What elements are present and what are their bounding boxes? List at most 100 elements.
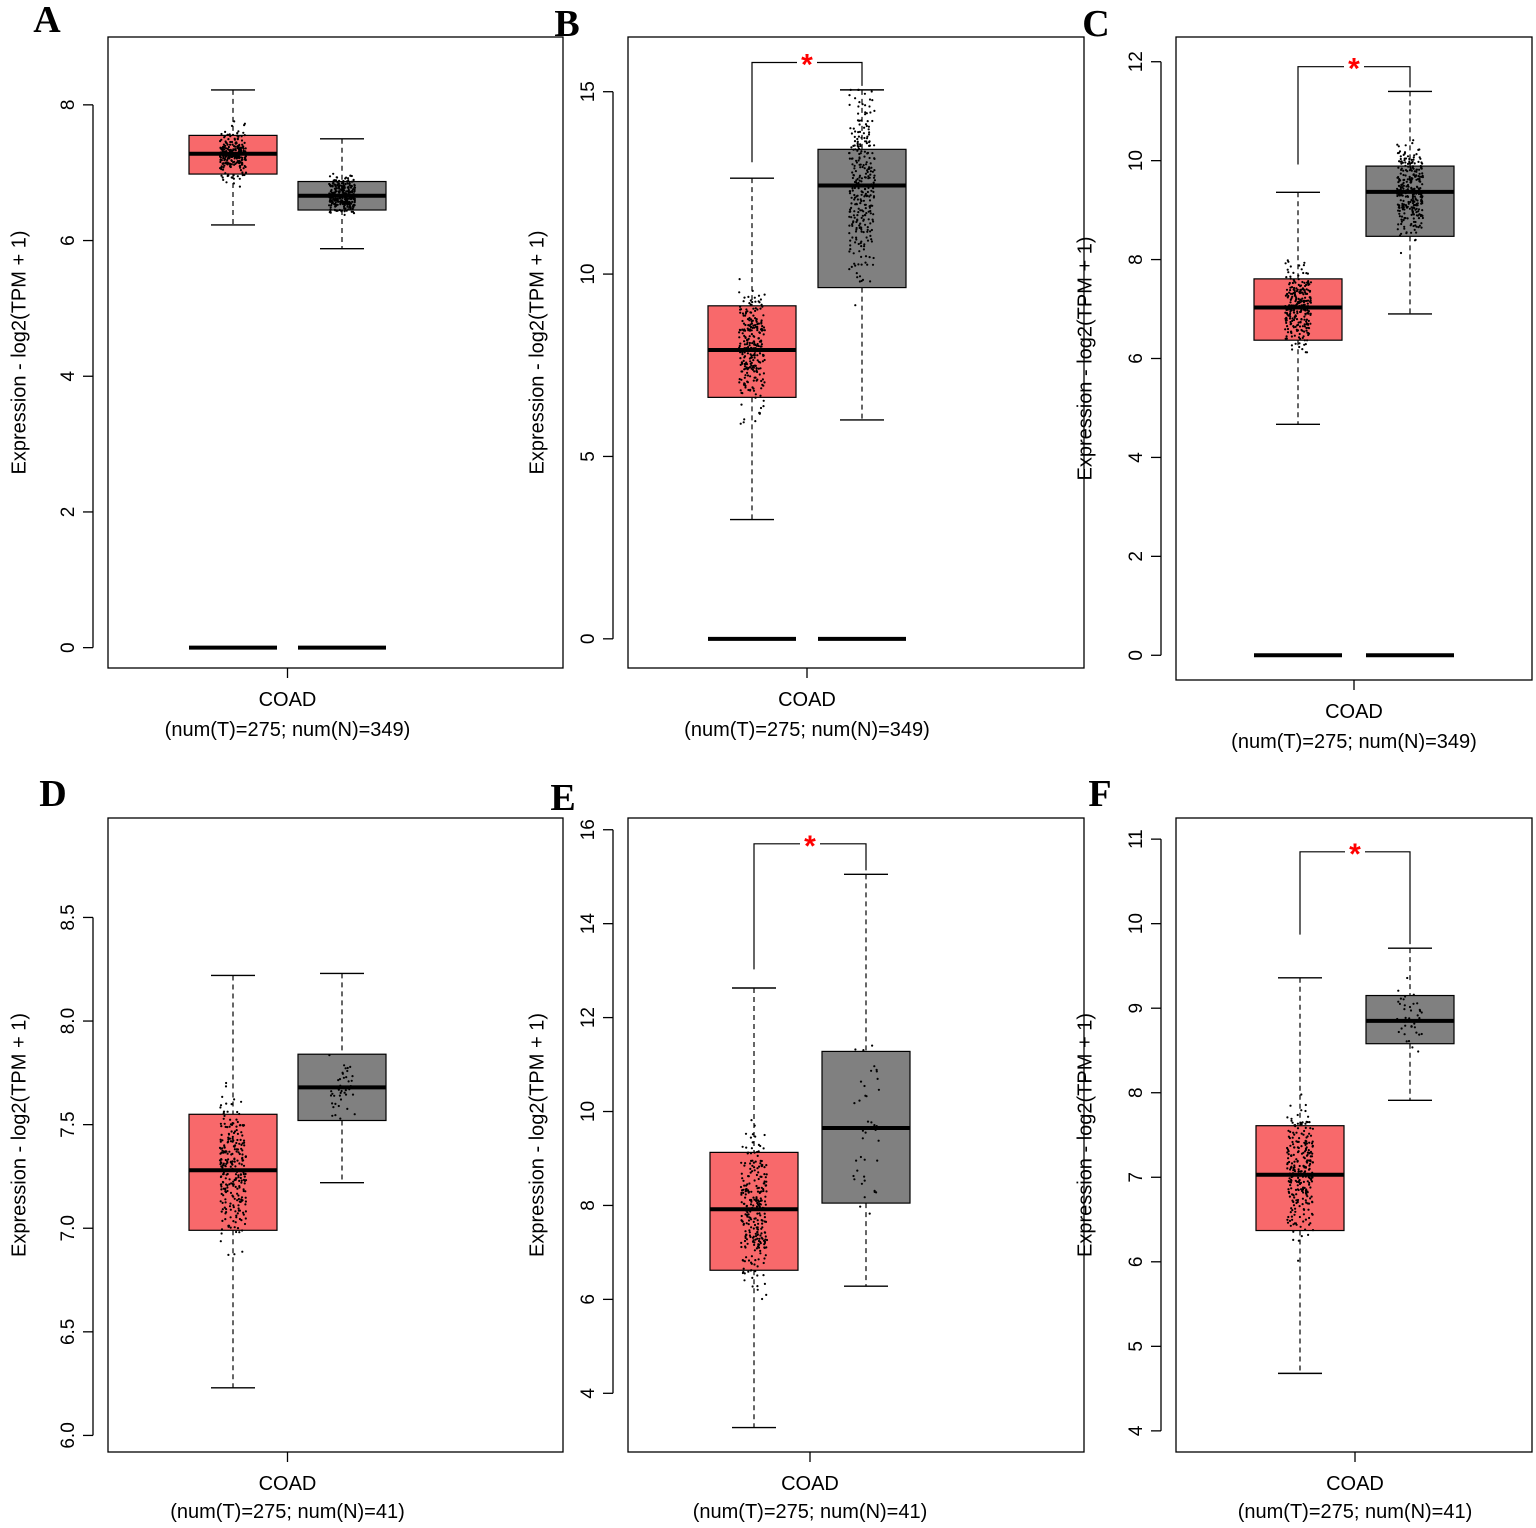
data-point: [864, 203, 867, 206]
data-point: [1398, 204, 1401, 207]
y-tick-label: 6: [58, 235, 79, 246]
data-point: [873, 144, 876, 147]
data-point: [1412, 217, 1415, 220]
data-point: [1397, 145, 1400, 148]
data-point: [756, 1190, 760, 1193]
data-point: [743, 1239, 747, 1243]
data-point: [238, 148, 241, 151]
data-point: [243, 124, 246, 127]
data-point: [342, 1076, 345, 1079]
data-point: [864, 188, 867, 191]
data-point: [751, 1170, 754, 1173]
data-point: [224, 140, 227, 143]
data-point: [238, 160, 241, 163]
data-point: [224, 1212, 227, 1215]
data-point: [1285, 335, 1288, 338]
data-point: [747, 1223, 750, 1226]
data-point: [1304, 1170, 1307, 1173]
box-group-t: [188, 89, 278, 650]
data-point: [761, 378, 765, 381]
data-point: [866, 228, 869, 231]
data-point: [865, 161, 868, 164]
data-point: [1308, 290, 1311, 293]
data-point: [234, 1221, 237, 1224]
data-point: [329, 184, 332, 187]
data-point: [1300, 1093, 1303, 1096]
data-point: [759, 1190, 762, 1194]
data-point: [763, 381, 766, 384]
data-point: [862, 210, 865, 213]
data-point: [743, 1272, 746, 1275]
data-point: [750, 329, 753, 332]
data-point: [239, 1138, 242, 1141]
data-point: [230, 159, 233, 162]
data-point: [1308, 1183, 1311, 1186]
y-tick-label: 9: [1126, 1003, 1147, 1014]
data-point: [754, 1235, 758, 1238]
data-point: [741, 319, 744, 323]
data-point: [220, 132, 223, 136]
data-point: [738, 381, 741, 384]
data-point: [757, 344, 760, 348]
data-point: [1409, 181, 1412, 184]
data-point: [225, 1081, 228, 1085]
data-point: [221, 168, 225, 171]
y-tick-label: 4: [578, 1388, 599, 1399]
data-point: [1306, 312, 1309, 315]
significance-star: *: [801, 49, 813, 82]
data-point: [1406, 217, 1409, 220]
data-point: [740, 403, 743, 406]
data-point: [233, 1226, 236, 1229]
x-category-label: COAD: [781, 1473, 839, 1495]
data-point: [341, 190, 344, 193]
data-point: [1297, 1168, 1300, 1171]
data-point: [221, 1164, 225, 1167]
y-tick-label: 15: [578, 81, 599, 102]
data-point: [232, 1180, 235, 1183]
data-point: [1411, 202, 1415, 205]
data-point: [855, 159, 858, 162]
data-point: [219, 1140, 222, 1143]
data-point: [1295, 1131, 1298, 1134]
data-point: [244, 171, 248, 174]
data-point: [860, 177, 864, 180]
data-point: [873, 1124, 876, 1127]
data-point: [751, 1276, 754, 1279]
data-point: [234, 1210, 237, 1213]
data-point: [220, 1192, 223, 1195]
data-point: [240, 1181, 243, 1184]
data-point: [1296, 1160, 1299, 1163]
data-point: [856, 149, 859, 152]
data-point: [235, 141, 238, 144]
data-point: [743, 418, 746, 421]
data-point: [857, 187, 860, 190]
data-point: [1309, 281, 1313, 284]
data-point: [866, 230, 869, 233]
data-point: [757, 1239, 761, 1243]
data-point: [1309, 322, 1312, 325]
data-point: [757, 1171, 760, 1174]
data-point: [334, 205, 337, 208]
data-point: [739, 311, 742, 314]
significance-gap: [797, 59, 817, 66]
data-point: [763, 1220, 766, 1223]
data-point: [753, 1198, 756, 1201]
data-point: [850, 196, 853, 199]
data-point: [1406, 170, 1409, 173]
data-point: [223, 148, 226, 151]
data-point: [1302, 1151, 1305, 1154]
data-point: [751, 386, 754, 389]
data-point: [227, 145, 230, 149]
data-point: [861, 278, 865, 281]
y-tick-label: 0: [1126, 650, 1147, 661]
y-tick-label: 2: [1126, 551, 1147, 562]
data-point: [1304, 1139, 1307, 1142]
data-point: [236, 1187, 239, 1190]
data-point: [1290, 1154, 1293, 1157]
data-point: [857, 131, 860, 134]
y-tick-label: 6.5: [58, 1319, 79, 1345]
data-point: [1290, 286, 1294, 289]
data-point: [865, 212, 868, 215]
data-point: [1400, 222, 1403, 226]
data-point: [760, 343, 764, 346]
